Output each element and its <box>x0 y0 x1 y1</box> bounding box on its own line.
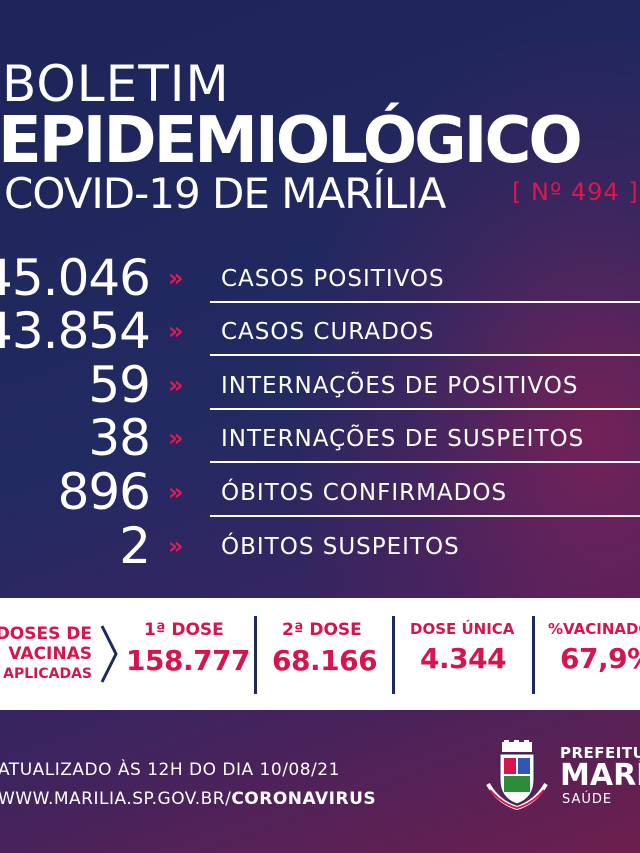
chevron-right-icon: » <box>168 478 183 506</box>
updated-text: ATUALIZADO ÀS 12H DO DIA 10/08/21 <box>0 760 340 780</box>
vaccination-label: DOSES DE VACINAS APLICADAS <box>0 624 92 684</box>
divider <box>210 301 640 303</box>
stat-value: 38 <box>88 409 151 467</box>
column-header: DOSE ÚNICA <box>410 620 515 638</box>
vaccination-percent: %VACINADOS 67,9% <box>548 620 640 675</box>
chevron-right-icon: » <box>168 424 183 452</box>
edition-number: [ Nº 494 ] <box>512 178 639 206</box>
stat-row-cured-cases: 43.854 » CASOS CURADOS <box>0 305 640 357</box>
stat-value: 45.046 <box>0 249 151 307</box>
chevron-right-icon: » <box>168 317 183 345</box>
stat-label: ÓBITOS CONFIRMADOS <box>221 480 508 506</box>
divider <box>210 408 640 410</box>
stat-value: 896 <box>57 463 151 521</box>
divider <box>392 616 395 694</box>
stat-label: CASOS CURADOS <box>221 319 435 345</box>
background-glow <box>300 40 640 600</box>
stat-row-suspect-hospitalizations: 38 » INTERNAÇÕES DE SUSPEITOS <box>0 412 640 464</box>
divider <box>254 616 257 694</box>
website-link[interactable]: WWW.MARILIA.SP.GOV.BR/CORONAVIRUS <box>0 789 376 809</box>
stat-label: INTERNAÇÕES DE SUSPEITOS <box>221 426 585 452</box>
column-header: 2ª DOSE <box>282 620 362 640</box>
vaccination-single-dose: DOSE ÚNICA 4.344 <box>410 620 514 675</box>
column-value: 68.166 <box>272 644 378 677</box>
website-path: CORONAVIRUS <box>231 789 377 809</box>
column-value: 67,9% <box>560 642 640 675</box>
logo-prefeitura: PREFEITURA <box>560 744 640 762</box>
website-prefix: WWW.MARILIA.SP.GOV.BR/ <box>0 789 232 809</box>
stat-label: CASOS POSITIVOS <box>221 266 445 292</box>
divider <box>210 461 640 463</box>
vaccination-panel: DOSES DE VACINAS APLICADAS 1ª DOSE 158.7… <box>0 598 640 710</box>
chevron-right-icon <box>100 625 118 683</box>
column-value: 158.777 <box>126 644 251 677</box>
stat-value: 2 <box>119 517 151 575</box>
stat-label: INTERNAÇÕES DE POSITIVOS <box>221 373 579 399</box>
chevron-right-icon: » <box>168 532 183 560</box>
vaccination-label-line: VACINAS <box>8 644 92 664</box>
stat-label: ÓBITOS SUSPEITOS <box>221 534 460 560</box>
column-value: 4.344 <box>420 642 507 675</box>
vaccination-first-dose: 1ª DOSE 158.777 <box>126 620 251 677</box>
city-crest-icon <box>486 740 548 810</box>
stat-row-positive-cases: 45.046 » CASOS POSITIVOS <box>0 252 640 304</box>
stat-row-positive-hospitalizations: 59 » INTERNAÇÕES DE POSITIVOS <box>0 359 640 411</box>
vaccination-label-line: APLICADAS <box>3 666 92 682</box>
vaccination-second-dose: 2ª DOSE 68.166 <box>272 620 378 677</box>
chevron-right-icon: » <box>168 371 183 399</box>
title-line-2: EPIDEMIOLÓGICO <box>0 104 583 178</box>
divider <box>210 354 640 356</box>
chevron-right-icon: » <box>168 264 183 292</box>
divider <box>532 616 535 694</box>
logo-saude: SAÚDE <box>562 792 613 807</box>
column-header: %VACINADOS <box>548 620 640 638</box>
stat-value: 43.854 <box>0 302 151 360</box>
title-line-3: COVID-19 DE MARÍLIA <box>4 169 446 218</box>
stat-row-confirmed-deaths: 896 » ÓBITOS CONFIRMADOS <box>0 466 640 518</box>
stat-value: 59 <box>88 356 151 414</box>
logo-marilia: MARÍLIA <box>560 758 640 793</box>
title-line-1: BOLETIM <box>2 55 230 113</box>
column-header: 1ª DOSE <box>144 620 224 640</box>
stat-row-suspect-deaths: 2 » ÓBITOS SUSPEITOS <box>0 520 640 572</box>
divider <box>210 515 640 517</box>
vaccination-label-line: DOSES DE <box>0 624 92 644</box>
